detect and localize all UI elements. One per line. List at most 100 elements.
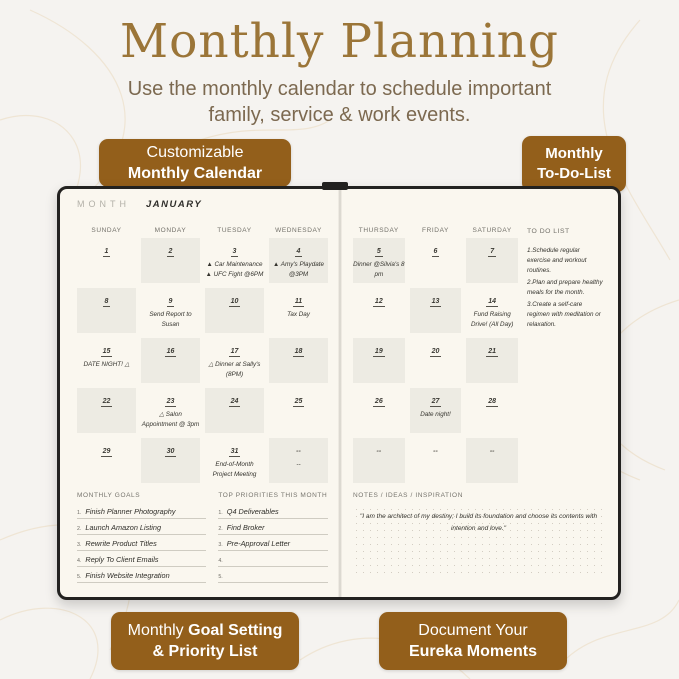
day-event: Send Report to Susan <box>149 311 192 328</box>
calendar-day-cell: 3 ▲ Car Maintenance ▲ UFC Fight @6PM <box>205 238 264 283</box>
item-number: 1. <box>77 510 82 516</box>
day-number: -- <box>433 448 438 455</box>
day-number: 30 <box>164 448 177 457</box>
day-number: 20 <box>429 348 442 357</box>
month-label: MONTH <box>77 199 130 209</box>
item-number: 2. <box>218 526 223 532</box>
day-header: SUNDAY <box>91 227 122 234</box>
right-calendar-grid: 5 Dinner @Silvia's 8 pm 6 7 12 13 14 Fund Raisi… <box>353 238 518 483</box>
item-text: Find Broker <box>226 523 265 532</box>
calendar-day-cell: 1 <box>77 238 136 283</box>
day-number: 13 <box>429 298 442 307</box>
monthly-goals-title: MONTHLY GOALS <box>77 492 141 499</box>
day-number: 14 <box>486 298 499 307</box>
item-text: Finish Website Integration <box>85 571 170 580</box>
item-text: Pre-Approval Letter <box>226 539 291 548</box>
month-name: JANUARY <box>146 199 203 210</box>
item-text: Reply To Client Emails <box>85 555 159 564</box>
badge-line: Goal Setting <box>188 622 283 639</box>
day-number: 22 <box>100 398 113 407</box>
day-number: 8 <box>102 298 111 307</box>
day-event: End-of-Month Project Meeting <box>212 461 257 478</box>
calendar-day-cell: 7 <box>466 238 518 283</box>
item-text: Q4 Deliverables <box>226 507 279 516</box>
day-number: 17 <box>228 348 241 357</box>
badge-line: Monthly <box>545 145 603 162</box>
todo-item: 3.Create a self-care regimen with medita… <box>527 301 601 329</box>
day-number: 18 <box>292 348 305 357</box>
day-number: 31 <box>228 448 241 457</box>
priority-item: 2. Find Broker <box>218 522 328 535</box>
priority-item: 5. <box>218 570 328 583</box>
day-number: 6 <box>431 248 440 257</box>
item-number: 2. <box>77 526 82 532</box>
day-number: 5 <box>374 248 383 257</box>
calendar-day-cell: -- <box>353 438 405 483</box>
day-event: DATE NIGHT! △ <box>83 361 130 368</box>
day-events: △ Salon Appointment @ 3pm <box>141 410 200 430</box>
goal-item: 1. Finish Planner Photography <box>77 506 207 519</box>
day-event: ▲ UFC Fight @6PM <box>205 270 264 278</box>
calendar-day-cell: -- <box>466 438 518 483</box>
calendar-day-cell: 17 △ Dinner at Sally's (8PM) <box>205 338 264 383</box>
left-calendar-grid: 1 2 3 ▲ Car Maintenance ▲ UFC Fight @6PM 4 ▲ A… <box>77 238 328 483</box>
day-number: 23 <box>164 398 177 407</box>
day-number: 9 <box>166 298 175 307</box>
calendar-day-cell: 8 <box>77 288 136 333</box>
day-event: -- <box>296 461 301 468</box>
day-header: TUESDAY <box>217 227 252 234</box>
day-header: FRIDAY <box>422 227 449 234</box>
day-number: 1 <box>102 248 111 257</box>
calendar-day-cell: 10 <box>205 288 264 333</box>
day-event: ▲ Amy's Playdate @3PM <box>273 261 324 278</box>
day-events: DATE NIGHT! △ <box>77 360 136 370</box>
calendar-day-cell: 26 <box>353 388 405 433</box>
day-number: 21 <box>486 348 499 357</box>
day-event: ▲ Car Maintenance <box>206 261 263 268</box>
badge-line: Customizable <box>146 144 244 161</box>
planner-bookmark-tab <box>322 182 349 190</box>
calendar-day-cell: 5 Dinner @Silvia's 8 pm <box>353 238 405 283</box>
day-number: 10 <box>228 298 241 307</box>
goal-item: 4. Reply To Client Emails <box>77 554 207 567</box>
day-event: Date night! <box>420 411 451 418</box>
inspiration-quote: "I am the architect of my destiny; I bui… <box>359 513 598 532</box>
badge-line: Eureka Moments <box>408 643 538 660</box>
page-title: Monthly Planning <box>120 14 559 69</box>
calendar-day-cell: 30 <box>141 438 200 483</box>
item-number: 4. <box>77 558 82 564</box>
day-number: 3 <box>230 248 239 257</box>
day-number: 7 <box>488 248 497 257</box>
goal-item: 2. Launch Amazon Listing <box>77 522 207 535</box>
goal-item: 5. Finish Website Integration <box>77 570 207 583</box>
day-header: SATURDAY <box>472 227 512 234</box>
calendar-day-cell: 13 <box>409 288 462 333</box>
top-priorities-title: TOP PRIORITIES THIS MONTH <box>218 492 328 499</box>
calendar-day-cell: 24 <box>205 388 264 433</box>
day-number: 15 <box>100 348 113 357</box>
item-text: Finish Planner Photography <box>85 507 176 516</box>
day-number: 12 <box>372 298 385 307</box>
todo-item: 2.Plan and prepare healthy meals for the… <box>527 279 603 297</box>
badge-line: Monthly Calendar <box>127 165 263 182</box>
day-number: 4 <box>294 248 303 257</box>
day-events: △ Dinner at Sally's (8PM) <box>205 360 264 380</box>
calendar-day-cell: 20 <box>410 338 462 383</box>
day-event: △ Salon Appointment @ 3pm <box>141 411 200 428</box>
item-number: 5. <box>218 574 223 580</box>
day-number: 28 <box>486 398 499 407</box>
day-events: Send Report to Susan <box>141 310 200 330</box>
page-subtitle: Use the monthly calendar to schedule imp… <box>127 78 552 126</box>
priority-item: 3. Pre-Approval Letter <box>218 538 328 551</box>
calendar-day-cell: 21 <box>466 338 518 383</box>
calendar-day-cell: 16 <box>141 338 200 383</box>
todo-list-items: 1.Schedule regular exercise and workout … <box>527 246 604 331</box>
day-header: THURSDAY <box>358 227 399 234</box>
notes-section: NOTES / IDEAS / INSPIRATION "I am the ar… <box>353 492 604 573</box>
todo-list-title: TO DO LIST <box>527 228 570 235</box>
monthly-goals-list: 1. Finish Planner Photography 2. Launch Ama… <box>77 506 207 583</box>
day-number: 27 <box>429 398 442 407</box>
item-number: 5. <box>77 574 82 580</box>
day-events: -- <box>269 460 328 470</box>
badge-line: To-Do-List <box>537 165 611 182</box>
